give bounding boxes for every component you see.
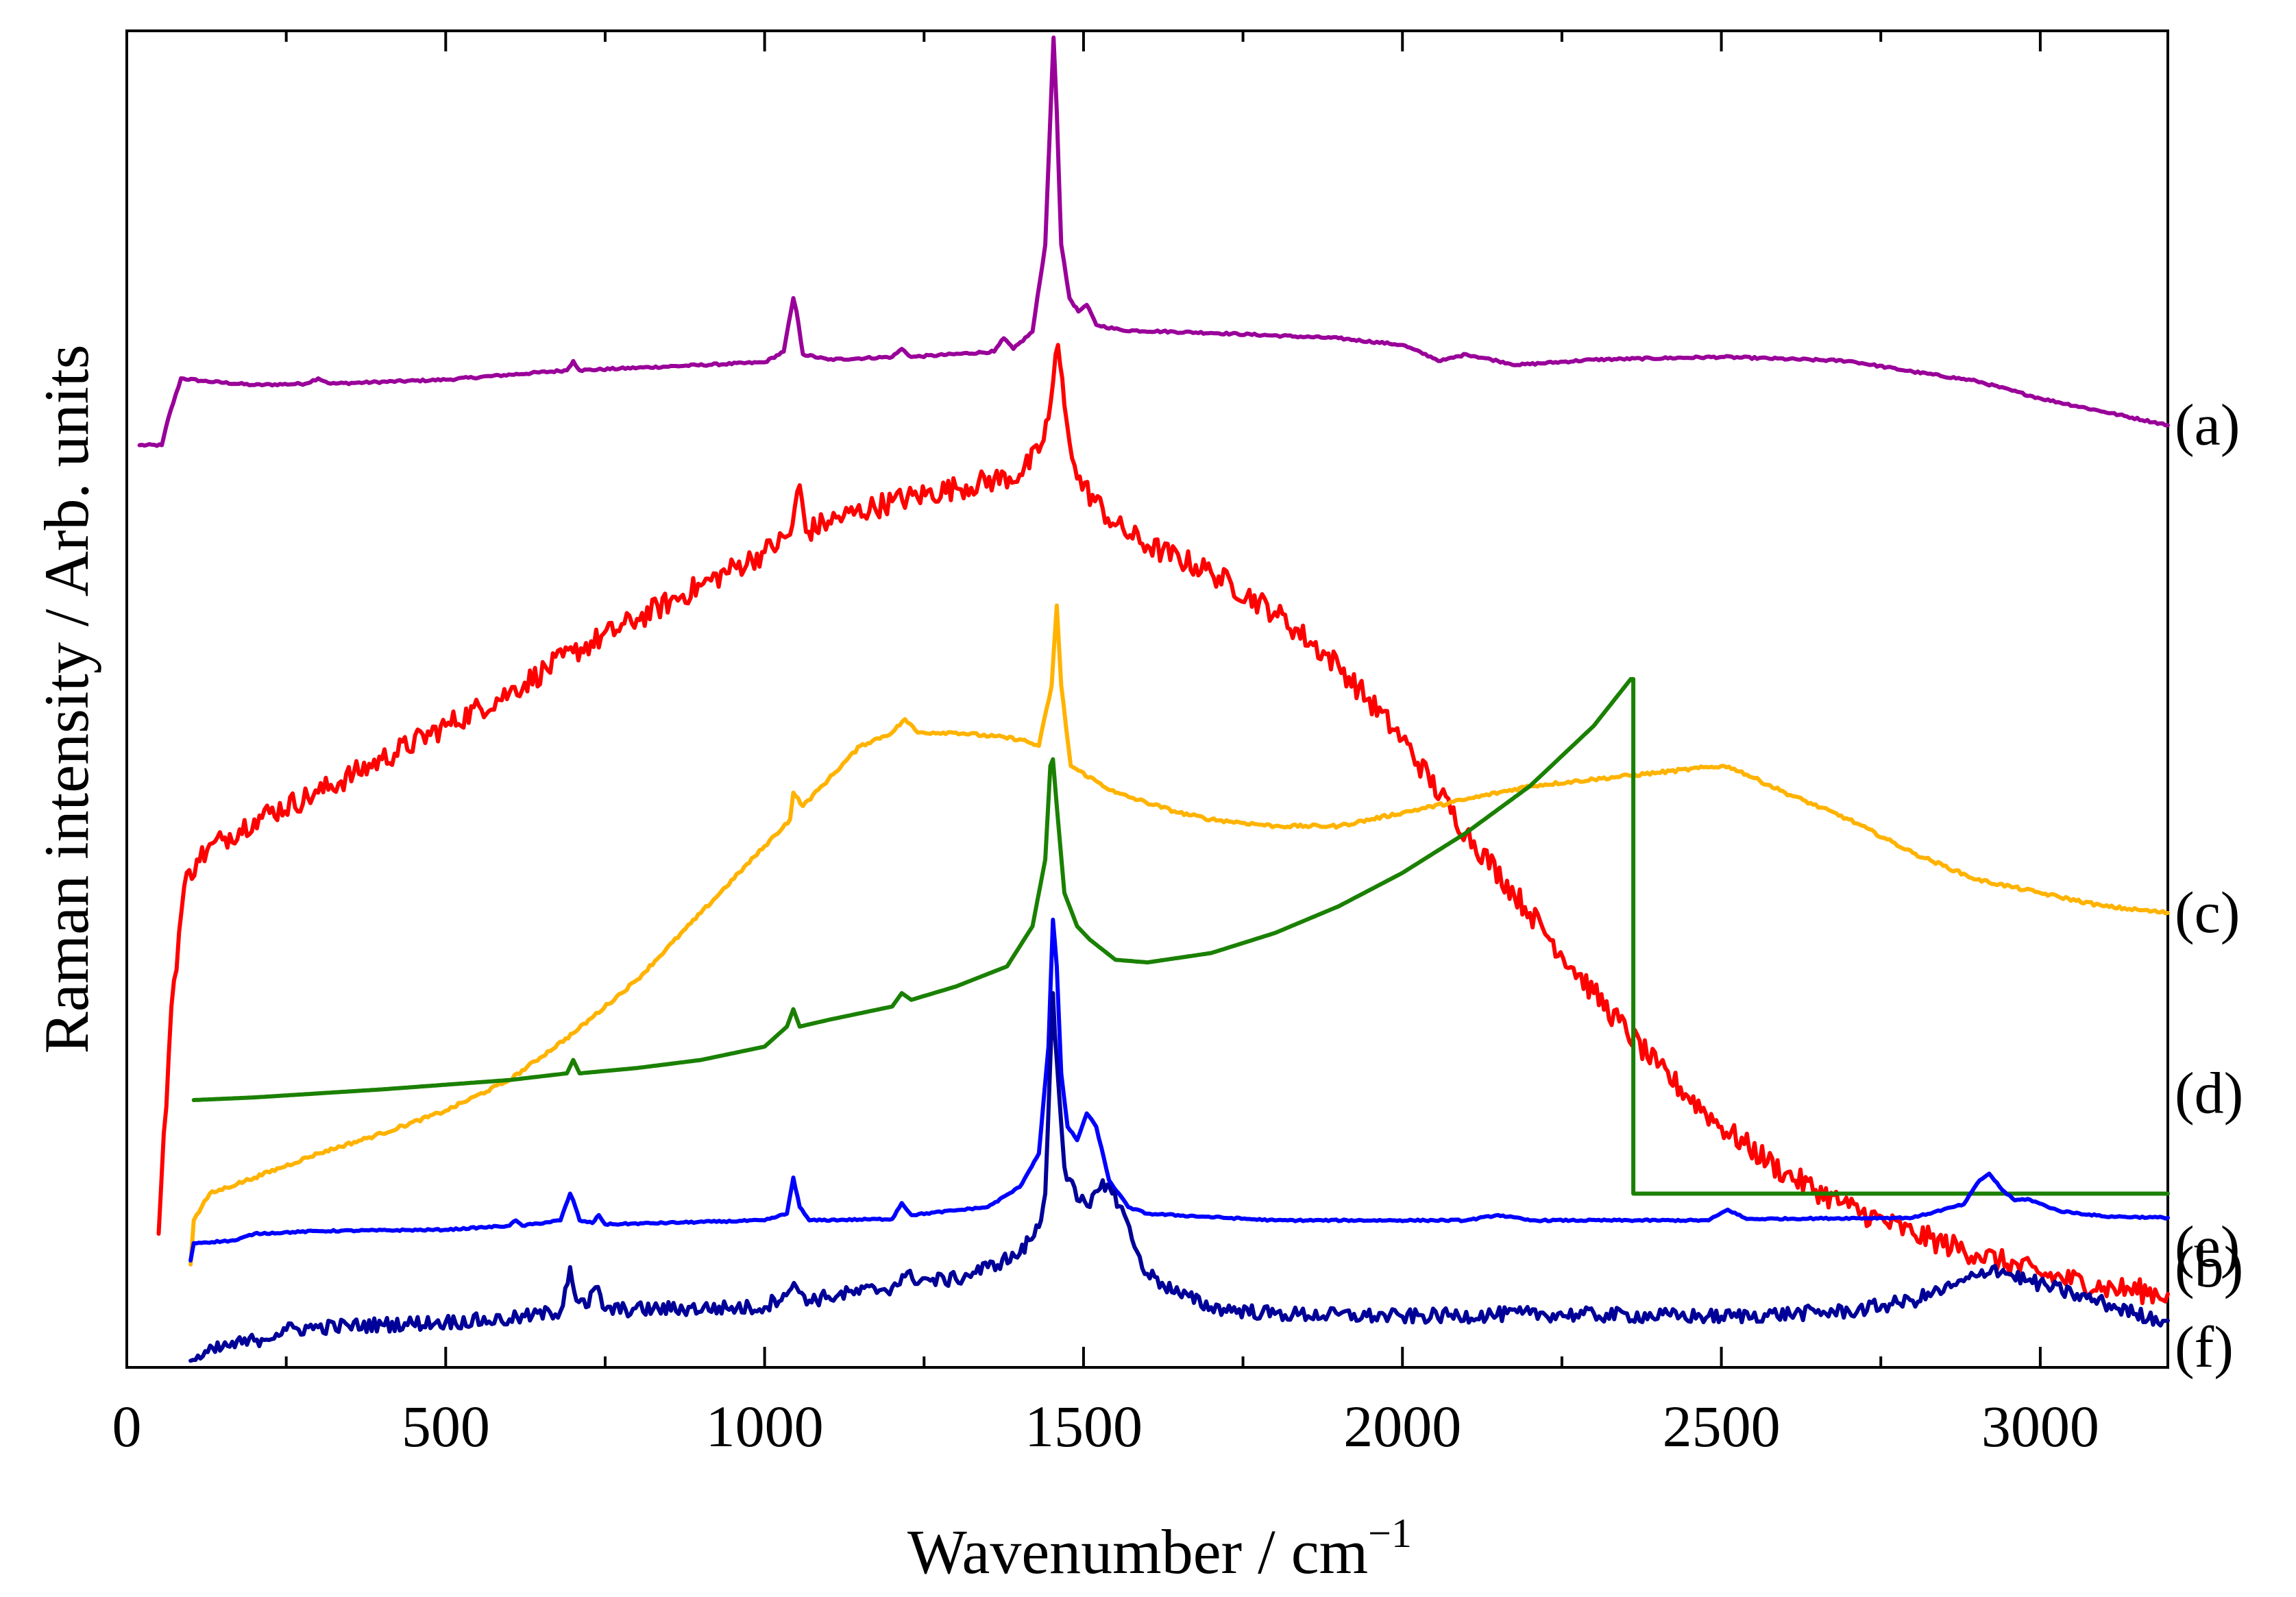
x-tick-label-1500: 1500	[1025, 1393, 1143, 1459]
x-axis-title-superscript: −1	[1368, 1511, 1412, 1556]
x-axis-ticks	[125, 31, 2042, 1367]
series-label-d: (d)	[2175, 1060, 2243, 1125]
series-line-d	[191, 676, 2170, 1196]
series-line-c	[188, 603, 2170, 1267]
x-tick-label-2500: 2500	[1663, 1393, 1781, 1459]
series-label-f: (f)	[2175, 1314, 2234, 1380]
series-line-b	[156, 343, 2170, 1306]
x-tick-label-3000: 3000	[1981, 1393, 2099, 1459]
series-labels: (a) (b) (c) (d) (e) (f)	[2175, 391, 2243, 1380]
series-label-a: (a)	[2175, 391, 2240, 457]
x-axis-title: Wavenumber / cm−1	[907, 1511, 1412, 1587]
x-tick-label-0: 0	[112, 1393, 142, 1459]
x-tick-label-2000: 2000	[1343, 1393, 1461, 1459]
x-tick-label-500: 500	[402, 1393, 490, 1459]
series-line-f	[188, 991, 2170, 1363]
plot-frame	[125, 29, 2169, 1369]
series-label-c: (c)	[2175, 879, 2240, 945]
x-axis-title-text: Wavenumber / cm	[907, 1517, 1368, 1587]
series-label-b: (b)	[2175, 1234, 2243, 1300]
series-line-e	[188, 917, 2170, 1263]
spectra-series	[137, 35, 2170, 1363]
series-line-a	[137, 35, 2170, 448]
x-tick-label-1000: 1000	[706, 1393, 824, 1459]
y-axis-title: Raman intensity / Arb. units	[32, 345, 101, 1054]
series-label-e: (e)	[2175, 1214, 2240, 1280]
x-axis-tick-labels: 0 500 1000 1500 2000 2500 3000	[112, 1393, 2099, 1459]
